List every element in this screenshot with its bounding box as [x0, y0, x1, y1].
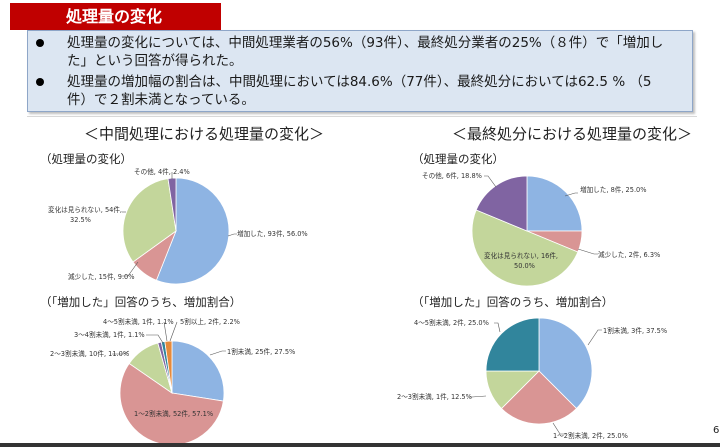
pie1-label-increased: 増加した, 93件, 56.0% — [237, 229, 308, 238]
divider — [27, 116, 697, 117]
pie-chart-intermediate-change — [122, 177, 230, 285]
pie4-label-40to50: 4～5割未満, 2件, 25.0% — [414, 318, 489, 327]
pie3-label-decreased: 減少した, 2件, 6.3% — [598, 250, 660, 259]
pie-chart-final-change — [471, 175, 583, 287]
bottom-border — [0, 443, 720, 447]
left-chart2-subtitle: （「増加した」回答のうち、増加割合） — [40, 295, 242, 309]
pie4-label-20to30: 2～3割未満, 1件, 12.5% — [397, 392, 472, 401]
pie3-label-nochange: 変化は見られない, 16件, — [484, 251, 558, 260]
pie-slice — [526, 175, 583, 232]
bullet-1-line-2: た」という回答が得られた。 — [67, 53, 243, 69]
right-chart2-subtitle: （「増加した」回答のうち、増加割合） — [412, 295, 614, 309]
pie3-label-increased: 増加した, 8件, 25.0% — [580, 185, 647, 194]
pie-slice — [538, 317, 593, 410]
bullet-dot-icon — [36, 78, 44, 86]
page-number: 6 — [713, 425, 720, 436]
pie-slice — [485, 317, 540, 372]
summary-box: 処理量の変化については、中間処理業者の56%（93件）、最終処分業者の25%（８… — [27, 30, 693, 112]
pie-slice — [471, 209, 579, 287]
bullet-1-line-1: 処理量の変化については、中間処理業者の56%（93件）、最終処分業者の25%（８… — [67, 35, 664, 51]
pie-slice — [122, 178, 177, 263]
pie1-label-nochange-pct: 32.5% — [70, 216, 91, 224]
pie3-label-nochange-pct: 50.0% — [514, 262, 535, 270]
pie-chart-intermediate-increase-ratio — [119, 340, 225, 443]
left-chart1-subtitle: （処理量の変化） — [40, 152, 132, 166]
pie-slice — [171, 340, 225, 402]
pie1-label-nochange: 変化は見られない, 54件, — [48, 205, 122, 214]
pie2-label-over50: 5割以上, 2件, 2.2% — [180, 317, 240, 326]
pie2-label-20to30: 2～3割未満, 10件, 11.0% — [50, 349, 129, 358]
pie-slice — [475, 175, 528, 232]
pie-slice — [500, 370, 578, 425]
pie3-label-other: その他, 6件, 18.8% — [422, 171, 482, 180]
bullet-2-line-2: 件）で２割未満となっている。 — [67, 92, 255, 108]
pie-slice — [155, 177, 230, 285]
right-section-title: ＜最終処分における処理量の変化＞ — [452, 125, 693, 143]
pie-slice — [119, 362, 224, 443]
pie-slice — [164, 340, 173, 394]
page-title: 処理量の変化 — [10, 3, 221, 30]
pie4-label-under10: 1割未満, 3件, 37.5% — [603, 326, 667, 335]
pie-chart-final-increase-ratio — [485, 317, 593, 425]
pie1-label-other: その他, 4件, 2.4% — [134, 167, 190, 176]
pie4-label-10to20: 1～2割未満, 2件, 25.0% — [553, 431, 628, 440]
right-chart1-subtitle: （処理量の変化） — [412, 152, 504, 166]
pie2-label-30to40: 3～4割未満, 1件, 1.1% — [74, 330, 145, 339]
pie2-label-10to20: 1～2割未満, 52件, 57.1% — [134, 409, 213, 418]
pie1-label-decreased: 減少した, 15件, 9.0% — [68, 272, 135, 281]
pie2-label-under10: 1割未満, 25件, 27.5% — [227, 347, 295, 356]
bullet-2-line-1: 処理量の増加幅の割合は、中間処理においては84.6%（77件）、最終処分において… — [67, 74, 652, 90]
pie2-label-40to50: 4～5割未満, 1件, 1.1% — [103, 317, 174, 326]
bullet-dot-icon — [36, 39, 44, 47]
left-section-title: ＜中間処理における処理量の変化＞ — [84, 125, 325, 143]
leader-lines — [112, 172, 602, 435]
